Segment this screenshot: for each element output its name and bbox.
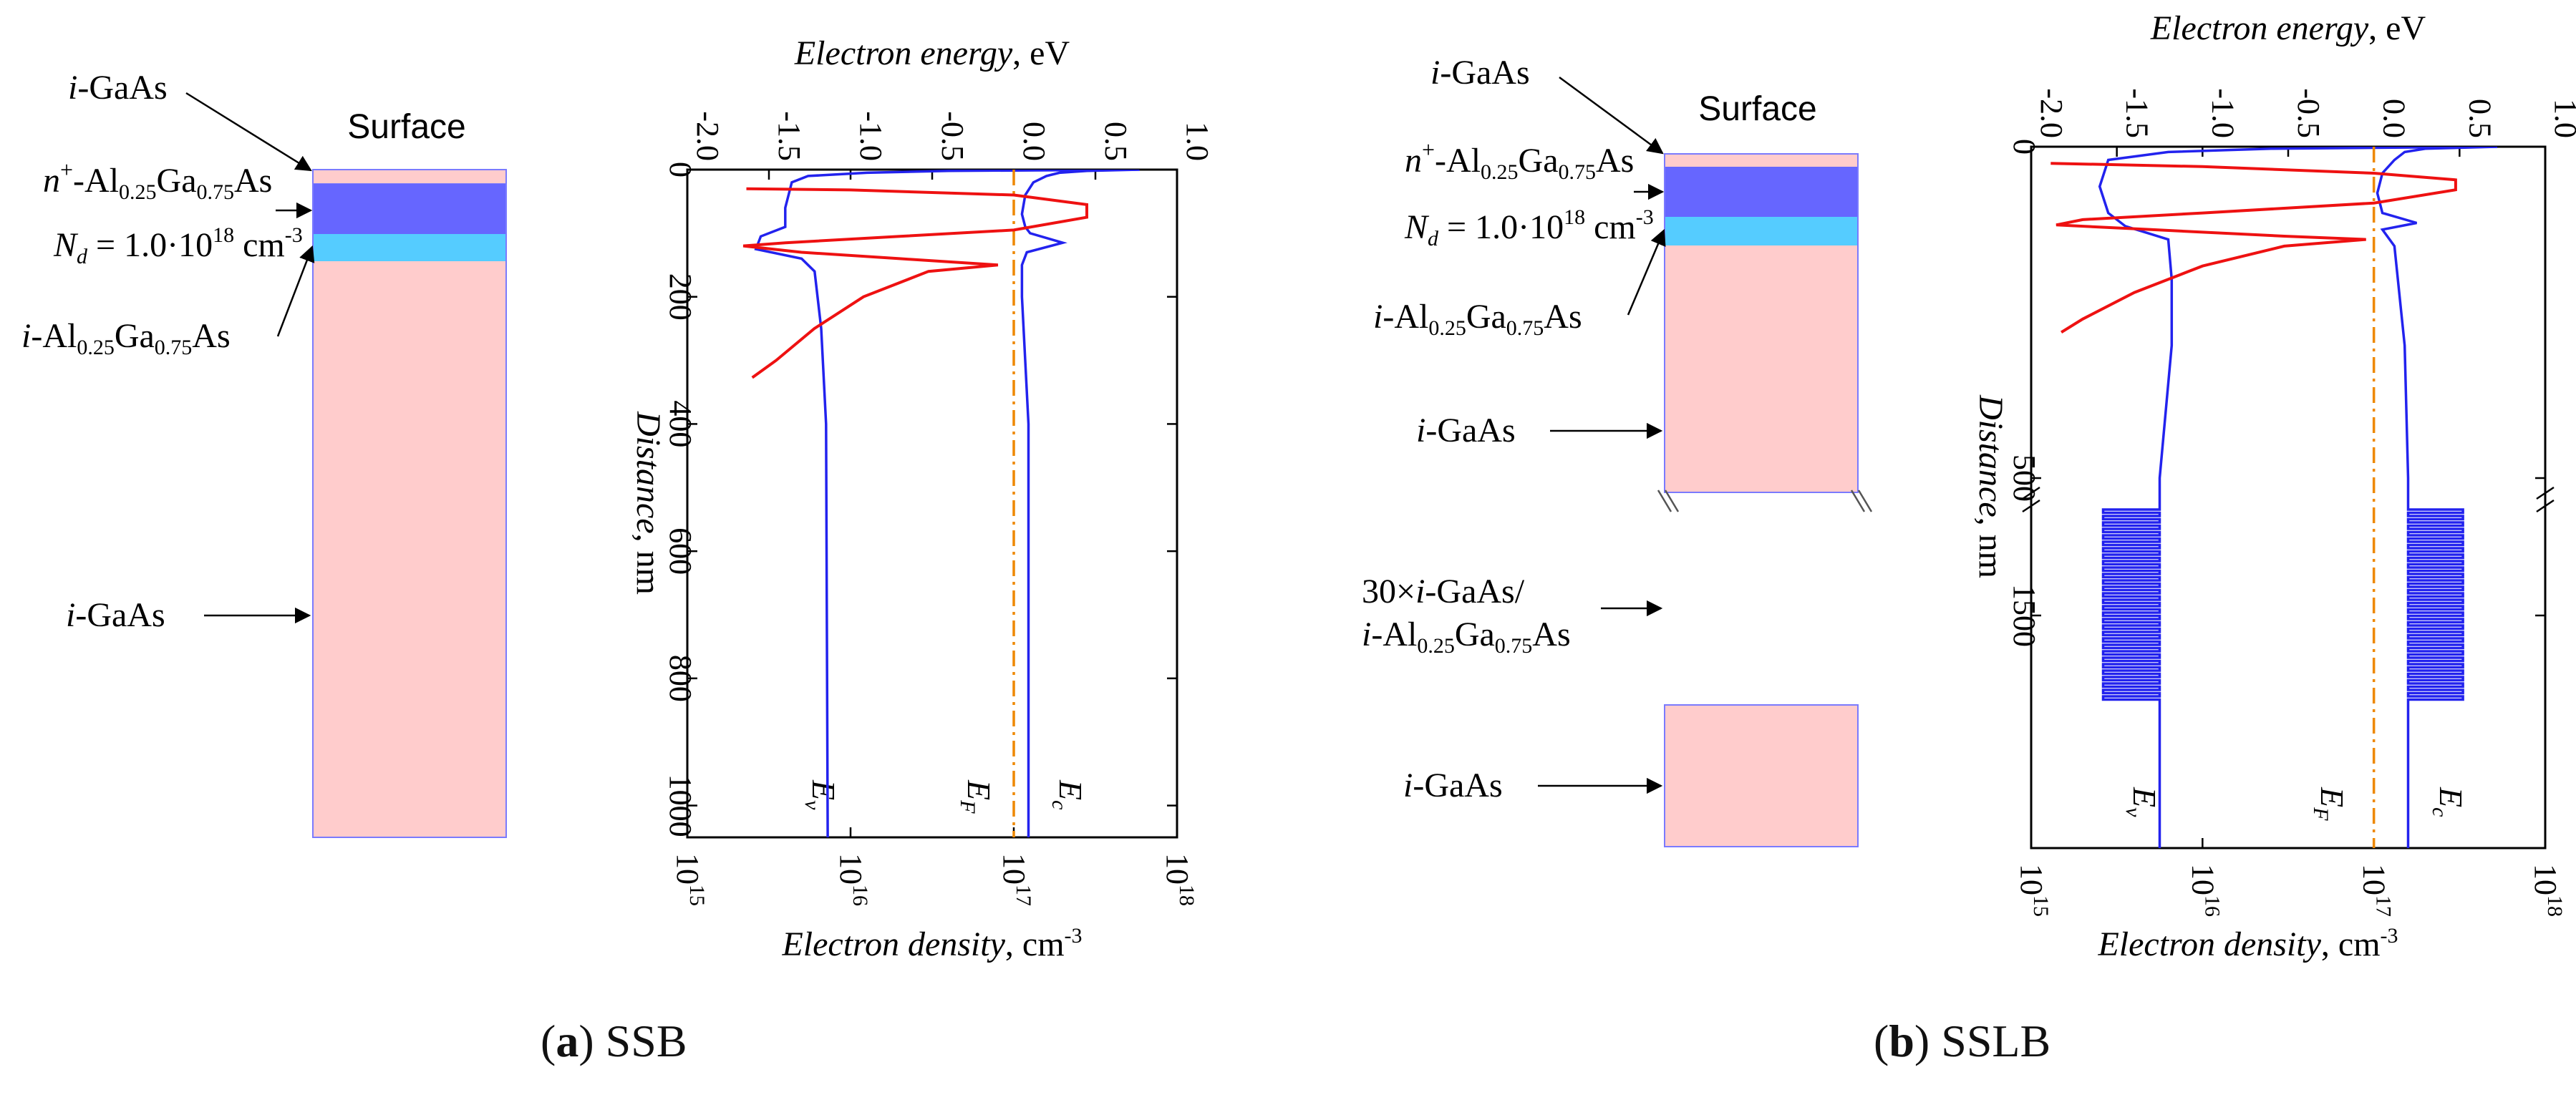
top-tick-label: 1.0 xyxy=(2548,99,2576,138)
chart-a-left-axis-label: Distance, nm xyxy=(629,411,667,595)
top-tick-label: -2.0 xyxy=(690,111,725,161)
label-spacer-algaas-b: i-Al0.25Ga0.75As xyxy=(1373,298,1582,340)
label-mid-gaas-b: i-GaAs xyxy=(1416,412,1516,449)
top-tick-label: 0.5 xyxy=(1098,122,1133,161)
layer-spacer-algaas xyxy=(313,234,506,261)
annotation-ec-a: Ec xyxy=(1047,779,1089,809)
label-superlattice-line1-b: 30×i-GaAs/ xyxy=(1362,573,1525,610)
label-doping-b: Nd = 1.0·1018 cm-3 xyxy=(1404,205,1654,250)
series-ec-b xyxy=(2376,147,2498,848)
annotation-ef-a: EF xyxy=(956,779,997,814)
left-tick-label: 600 xyxy=(663,527,698,575)
top-tick-label: -1.5 xyxy=(772,111,807,161)
annotation-ec-b: Ec xyxy=(2428,787,2469,817)
layer-spacer-algaas-b xyxy=(1665,217,1858,245)
left-tick-label: 800 xyxy=(663,655,698,702)
chart-a-bottom-axis-label: Electron density, cm-3 xyxy=(781,924,1082,963)
top-tick-label: -1.5 xyxy=(2120,88,2155,138)
surface-label-a: Surface xyxy=(347,108,465,146)
caption-b: (b) SSLB xyxy=(1874,1016,2051,1066)
stack-break-marks-b xyxy=(1657,490,1873,512)
label-bottom-gaas-b: i-GaAs xyxy=(1403,766,1503,804)
series-n-a xyxy=(742,187,1088,379)
top-tick-label: -1.0 xyxy=(853,111,888,161)
panel-b-stack xyxy=(1657,153,1873,847)
chart-b-top-axis-label: Electron energy, eV xyxy=(2150,9,2426,47)
bottom-tick-label: 1015 xyxy=(2014,864,2053,917)
label-bulk-gaas-a: i-GaAs xyxy=(66,596,165,634)
annotation-ef-b: EF xyxy=(2309,787,2350,821)
left-tick-label: 200 xyxy=(663,273,698,321)
bottom-tick-label: 1017 xyxy=(2357,864,2396,917)
label-n-algaas-b: n+-Al0.25Ga0.75As xyxy=(1405,137,1634,184)
layer-n-algaas-b xyxy=(1665,167,1858,217)
top-tick-label: 0.0 xyxy=(2377,99,2412,138)
left-tick-label: 500 xyxy=(2007,454,2042,502)
bottom-tick-label: 1018 xyxy=(1160,853,1199,906)
left-tick-label: 400 xyxy=(663,400,698,447)
layer-bottom-gaas-b xyxy=(1664,704,1859,847)
left-tick-label: 0 xyxy=(663,162,698,177)
layer-cap-gaas-b xyxy=(1665,154,1858,167)
series-ev-b xyxy=(2098,147,2498,848)
series-n-b xyxy=(2050,162,2457,334)
top-tick-label: 0.5 xyxy=(2462,99,2497,138)
top-tick-label: -0.5 xyxy=(935,111,970,161)
label-superlattice-line2-b: i-Al0.25Ga0.75As xyxy=(1362,615,1571,658)
series-ev-a xyxy=(754,170,1140,837)
panel-a-stack xyxy=(312,169,507,838)
top-tick-label: 1.0 xyxy=(1180,122,1215,161)
annotation-ev-b: Ev xyxy=(2121,787,2163,817)
bottom-tick-label: 1017 xyxy=(997,853,1035,906)
surface-label-b: Surface xyxy=(1698,90,1816,128)
layer-mid-gaas-b xyxy=(1665,245,1858,492)
label-cap-gaas-b: i-GaAs xyxy=(1430,54,1530,92)
top-tick-label: -0.5 xyxy=(2291,88,2326,138)
bottom-tick-label: 1016 xyxy=(833,853,872,906)
chart-a: Electron energy, eV Electron density, cm… xyxy=(629,34,1215,963)
label-n-algaas-a: n+-Al0.25Ga0.75As xyxy=(43,157,272,204)
layer-bulk-gaas xyxy=(313,261,506,837)
label-cap-gaas-a: i-GaAs xyxy=(68,69,168,107)
label-doping-a: Nd = 1.0·1018 cm-3 xyxy=(53,223,303,268)
series-ec-a xyxy=(1020,170,1140,837)
layer-n-algaas xyxy=(313,184,506,234)
chart-a-top-axis-label: Electron energy, eV xyxy=(794,34,1070,72)
bottom-tick-label: 1018 xyxy=(2528,864,2567,917)
annotation-ev-a: Ev xyxy=(800,779,842,810)
label-spacer-algaas-a: i-Al0.25Ga0.75As xyxy=(21,317,231,359)
left-tick-label: 1000 xyxy=(663,774,698,837)
chart-b: Electron energy, eV Electron density, cm… xyxy=(1972,9,2576,963)
bottom-tick-label: 1016 xyxy=(2185,864,2224,917)
chart-b-axis-break xyxy=(2022,486,2555,513)
top-tick-label: -1.0 xyxy=(2205,88,2240,138)
chart-b-left-axis-label: Distance, nm xyxy=(1972,394,2010,578)
bottom-tick-label: 1015 xyxy=(670,853,709,906)
chart-b-bottom-axis-label: Electron density, cm-3 xyxy=(2097,924,2398,963)
layer-cap-gaas xyxy=(312,169,507,185)
top-tick-label: -2.0 xyxy=(2034,88,2069,138)
left-tick-label: 1500 xyxy=(2007,584,2042,647)
caption-a: (a) SSB xyxy=(541,1016,687,1066)
top-tick-label: 0.0 xyxy=(1017,122,1052,161)
chart-b-frame xyxy=(2030,145,2547,850)
left-tick-label: 0 xyxy=(2007,139,2042,155)
